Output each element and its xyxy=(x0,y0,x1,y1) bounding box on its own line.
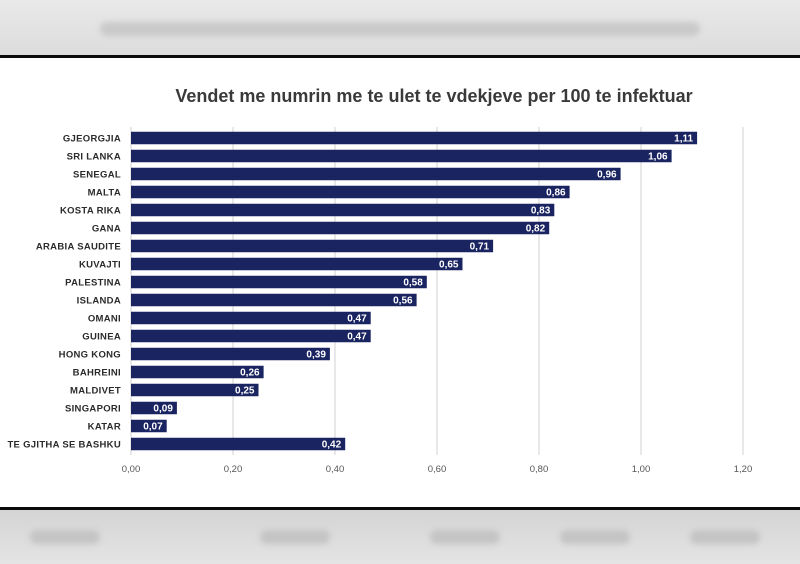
chart-title: Vendet me numrin me te ulet te vdekjeve … xyxy=(175,86,692,106)
data-label: 0,56 xyxy=(393,296,413,307)
category-label: HONG KONG xyxy=(59,350,121,361)
category-label: MALDIVET xyxy=(70,386,121,397)
bar xyxy=(131,437,346,451)
data-label: 0,09 xyxy=(153,404,173,415)
category-label: TE GJITHA SE BASHKU xyxy=(7,440,121,451)
bar xyxy=(131,203,555,217)
x-tick-label: 1,00 xyxy=(632,464,651,475)
category-label: KUVAJTI xyxy=(79,260,121,271)
data-label: 0,39 xyxy=(306,350,326,361)
bars xyxy=(131,131,698,451)
data-label: 1,11 xyxy=(674,134,693,145)
data-label: 0,25 xyxy=(235,386,255,397)
category-label: PALESTINA xyxy=(65,278,121,289)
data-label: 0,47 xyxy=(347,314,367,325)
bar xyxy=(131,167,621,181)
bar xyxy=(131,293,417,307)
data-label: 0,07 xyxy=(143,422,163,433)
data-label: 1,06 xyxy=(648,152,668,163)
bar xyxy=(131,401,177,415)
bar xyxy=(131,383,259,397)
bar xyxy=(131,239,494,253)
bar xyxy=(131,149,672,163)
category-label: KATAR xyxy=(88,422,121,433)
gridlines xyxy=(130,127,744,455)
category-label: KOSTA RIKA xyxy=(60,206,121,217)
x-tick-label: 0,00 xyxy=(122,464,141,475)
category-label: ISLANDA xyxy=(77,296,121,307)
data-label: 0,26 xyxy=(240,368,260,379)
data-label: 0,58 xyxy=(403,278,423,289)
category-label: ARABIA SAUDITE xyxy=(36,242,121,253)
x-tick-label: 0,20 xyxy=(224,464,243,475)
data-label: 0,47 xyxy=(347,332,367,343)
category-label: MALTA xyxy=(88,188,121,199)
bar xyxy=(131,185,570,199)
bar xyxy=(131,221,550,235)
category-label: SRI LANKA xyxy=(67,152,121,163)
blurred-caption-bottom xyxy=(0,510,800,564)
x-tick-labels: 0,00 0,20 0,40 0,60 0,80 1,00 1,20 xyxy=(122,464,753,475)
data-label: 0,82 xyxy=(526,224,546,235)
x-tick-label: 1,20 xyxy=(734,464,753,475)
bar xyxy=(131,257,463,271)
data-label: 0,65 xyxy=(439,260,459,271)
category-labels: GJEORGJIA SRI LANKA SENEGAL MALTA KOSTA RIKA… xyxy=(7,134,121,451)
data-label: 0,86 xyxy=(546,188,566,199)
bar xyxy=(131,311,371,325)
x-tick-label: 0,40 xyxy=(326,464,345,475)
data-label: 0,42 xyxy=(322,440,342,451)
bar xyxy=(131,419,167,433)
category-label: GJEORGJIA xyxy=(63,134,121,145)
x-tick-label: 0,60 xyxy=(428,464,447,475)
blurred-caption-top xyxy=(0,0,800,56)
bar xyxy=(131,329,371,343)
bar xyxy=(131,347,330,361)
category-label: SENEGAL xyxy=(73,170,121,181)
x-tick-label: 0,80 xyxy=(530,464,549,475)
data-label: 0,83 xyxy=(531,206,551,217)
data-label: 0,71 xyxy=(470,242,490,253)
value-labels: 1,11 1,06 0,96 0,86 0,83 0,82 0,71 0,65 0,58 0,56… xyxy=(143,134,693,451)
bar xyxy=(131,365,264,379)
category-label: GANA xyxy=(92,224,121,235)
category-label: SINGAPORI xyxy=(65,404,121,415)
category-label: GUINEA xyxy=(82,332,121,343)
data-label: 0,96 xyxy=(597,170,617,181)
category-label: BAHREINI xyxy=(73,368,121,379)
bar xyxy=(131,275,427,289)
bar xyxy=(131,131,698,145)
category-label: OMANI xyxy=(88,314,121,325)
